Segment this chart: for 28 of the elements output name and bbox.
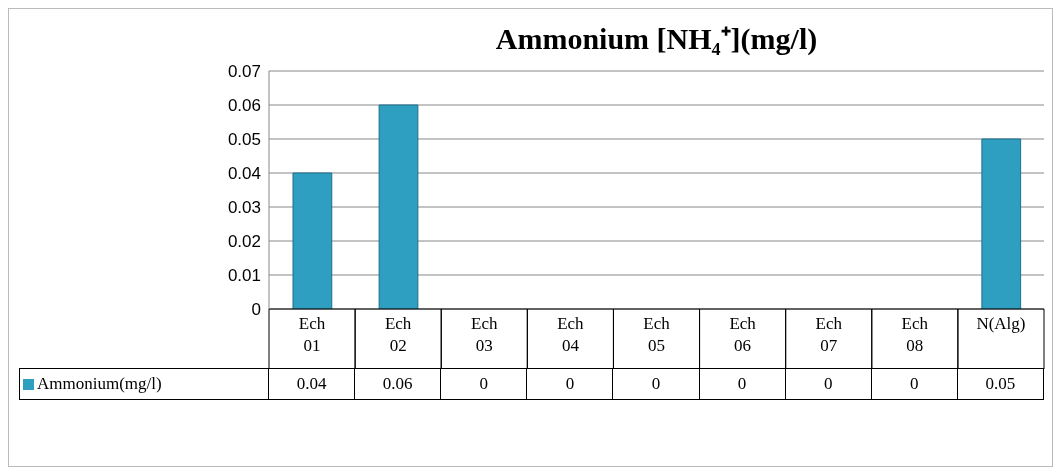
x-tick-label: Ech 07 — [815, 314, 843, 355]
y-tick-label: 0.06 — [227, 96, 261, 116]
data-label: 0 — [527, 368, 614, 400]
data-label: 0.05 — [957, 368, 1044, 400]
x-tick-label: Ech 06 — [729, 314, 757, 355]
x-tick-label: Ech 02 — [384, 314, 412, 355]
y-tick-label: 0 — [251, 300, 261, 320]
x-tick-label: N(Alg) — [976, 314, 1026, 333]
data-label: 0 — [871, 368, 958, 400]
data-label: 0 — [785, 368, 872, 400]
y-tick-label: 0.05 — [227, 130, 261, 150]
x-tick-label: Ech 08 — [901, 314, 929, 355]
y-tick-label: 0.01 — [227, 266, 261, 286]
data-label: 0.06 — [355, 368, 442, 400]
x-tick-label: Ech 01 — [298, 314, 326, 355]
x-tick-label: Ech 05 — [643, 314, 671, 355]
data-label: 0 — [613, 368, 700, 400]
data-label: 0 — [699, 368, 786, 400]
y-tick-label: 0.02 — [227, 232, 261, 252]
x-tick-label: Ech 04 — [557, 314, 585, 355]
data-label: 0.04 — [269, 368, 356, 400]
y-tick-label: 0.03 — [227, 198, 261, 218]
chart-title: Ammonium [NH₄⁺](mg/l) — [494, 21, 819, 57]
y-tick-label: 0.04 — [227, 164, 261, 184]
y-tick-label: 0.07 — [227, 62, 261, 82]
data-label: 0 — [441, 368, 528, 400]
legend-label: Ammonium(mg/l) — [19, 368, 269, 400]
x-tick-label: Ech 03 — [471, 314, 498, 355]
